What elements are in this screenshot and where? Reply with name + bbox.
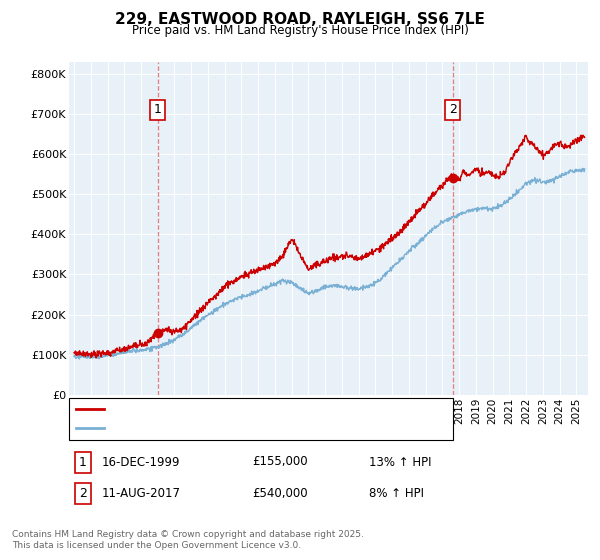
Text: Price paid vs. HM Land Registry's House Price Index (HPI): Price paid vs. HM Land Registry's House … [131,24,469,36]
Text: 11-AUG-2017: 11-AUG-2017 [102,487,181,501]
Text: This data is licensed under the Open Government Licence v3.0.: This data is licensed under the Open Gov… [12,541,301,550]
Text: 16-DEC-1999: 16-DEC-1999 [102,455,181,469]
Text: 8% ↑ HPI: 8% ↑ HPI [369,487,424,501]
Text: 2: 2 [79,487,87,501]
Text: 229, EASTWOOD ROAD, RAYLEIGH, SS6 7LE: 229, EASTWOOD ROAD, RAYLEIGH, SS6 7LE [115,12,485,27]
Text: HPI: Average price, detached house, Rochford: HPI: Average price, detached house, Roch… [110,423,349,433]
Text: 229, EASTWOOD ROAD, RAYLEIGH, SS6 7LE (detached house): 229, EASTWOOD ROAD, RAYLEIGH, SS6 7LE (d… [110,404,432,414]
Text: 2: 2 [449,103,457,116]
Text: £155,000: £155,000 [252,455,308,469]
Text: 1: 1 [154,103,161,116]
Text: 13% ↑ HPI: 13% ↑ HPI [369,455,431,469]
Text: £540,000: £540,000 [252,487,308,501]
Text: 1: 1 [79,455,87,469]
Text: Contains HM Land Registry data © Crown copyright and database right 2025.: Contains HM Land Registry data © Crown c… [12,530,364,539]
